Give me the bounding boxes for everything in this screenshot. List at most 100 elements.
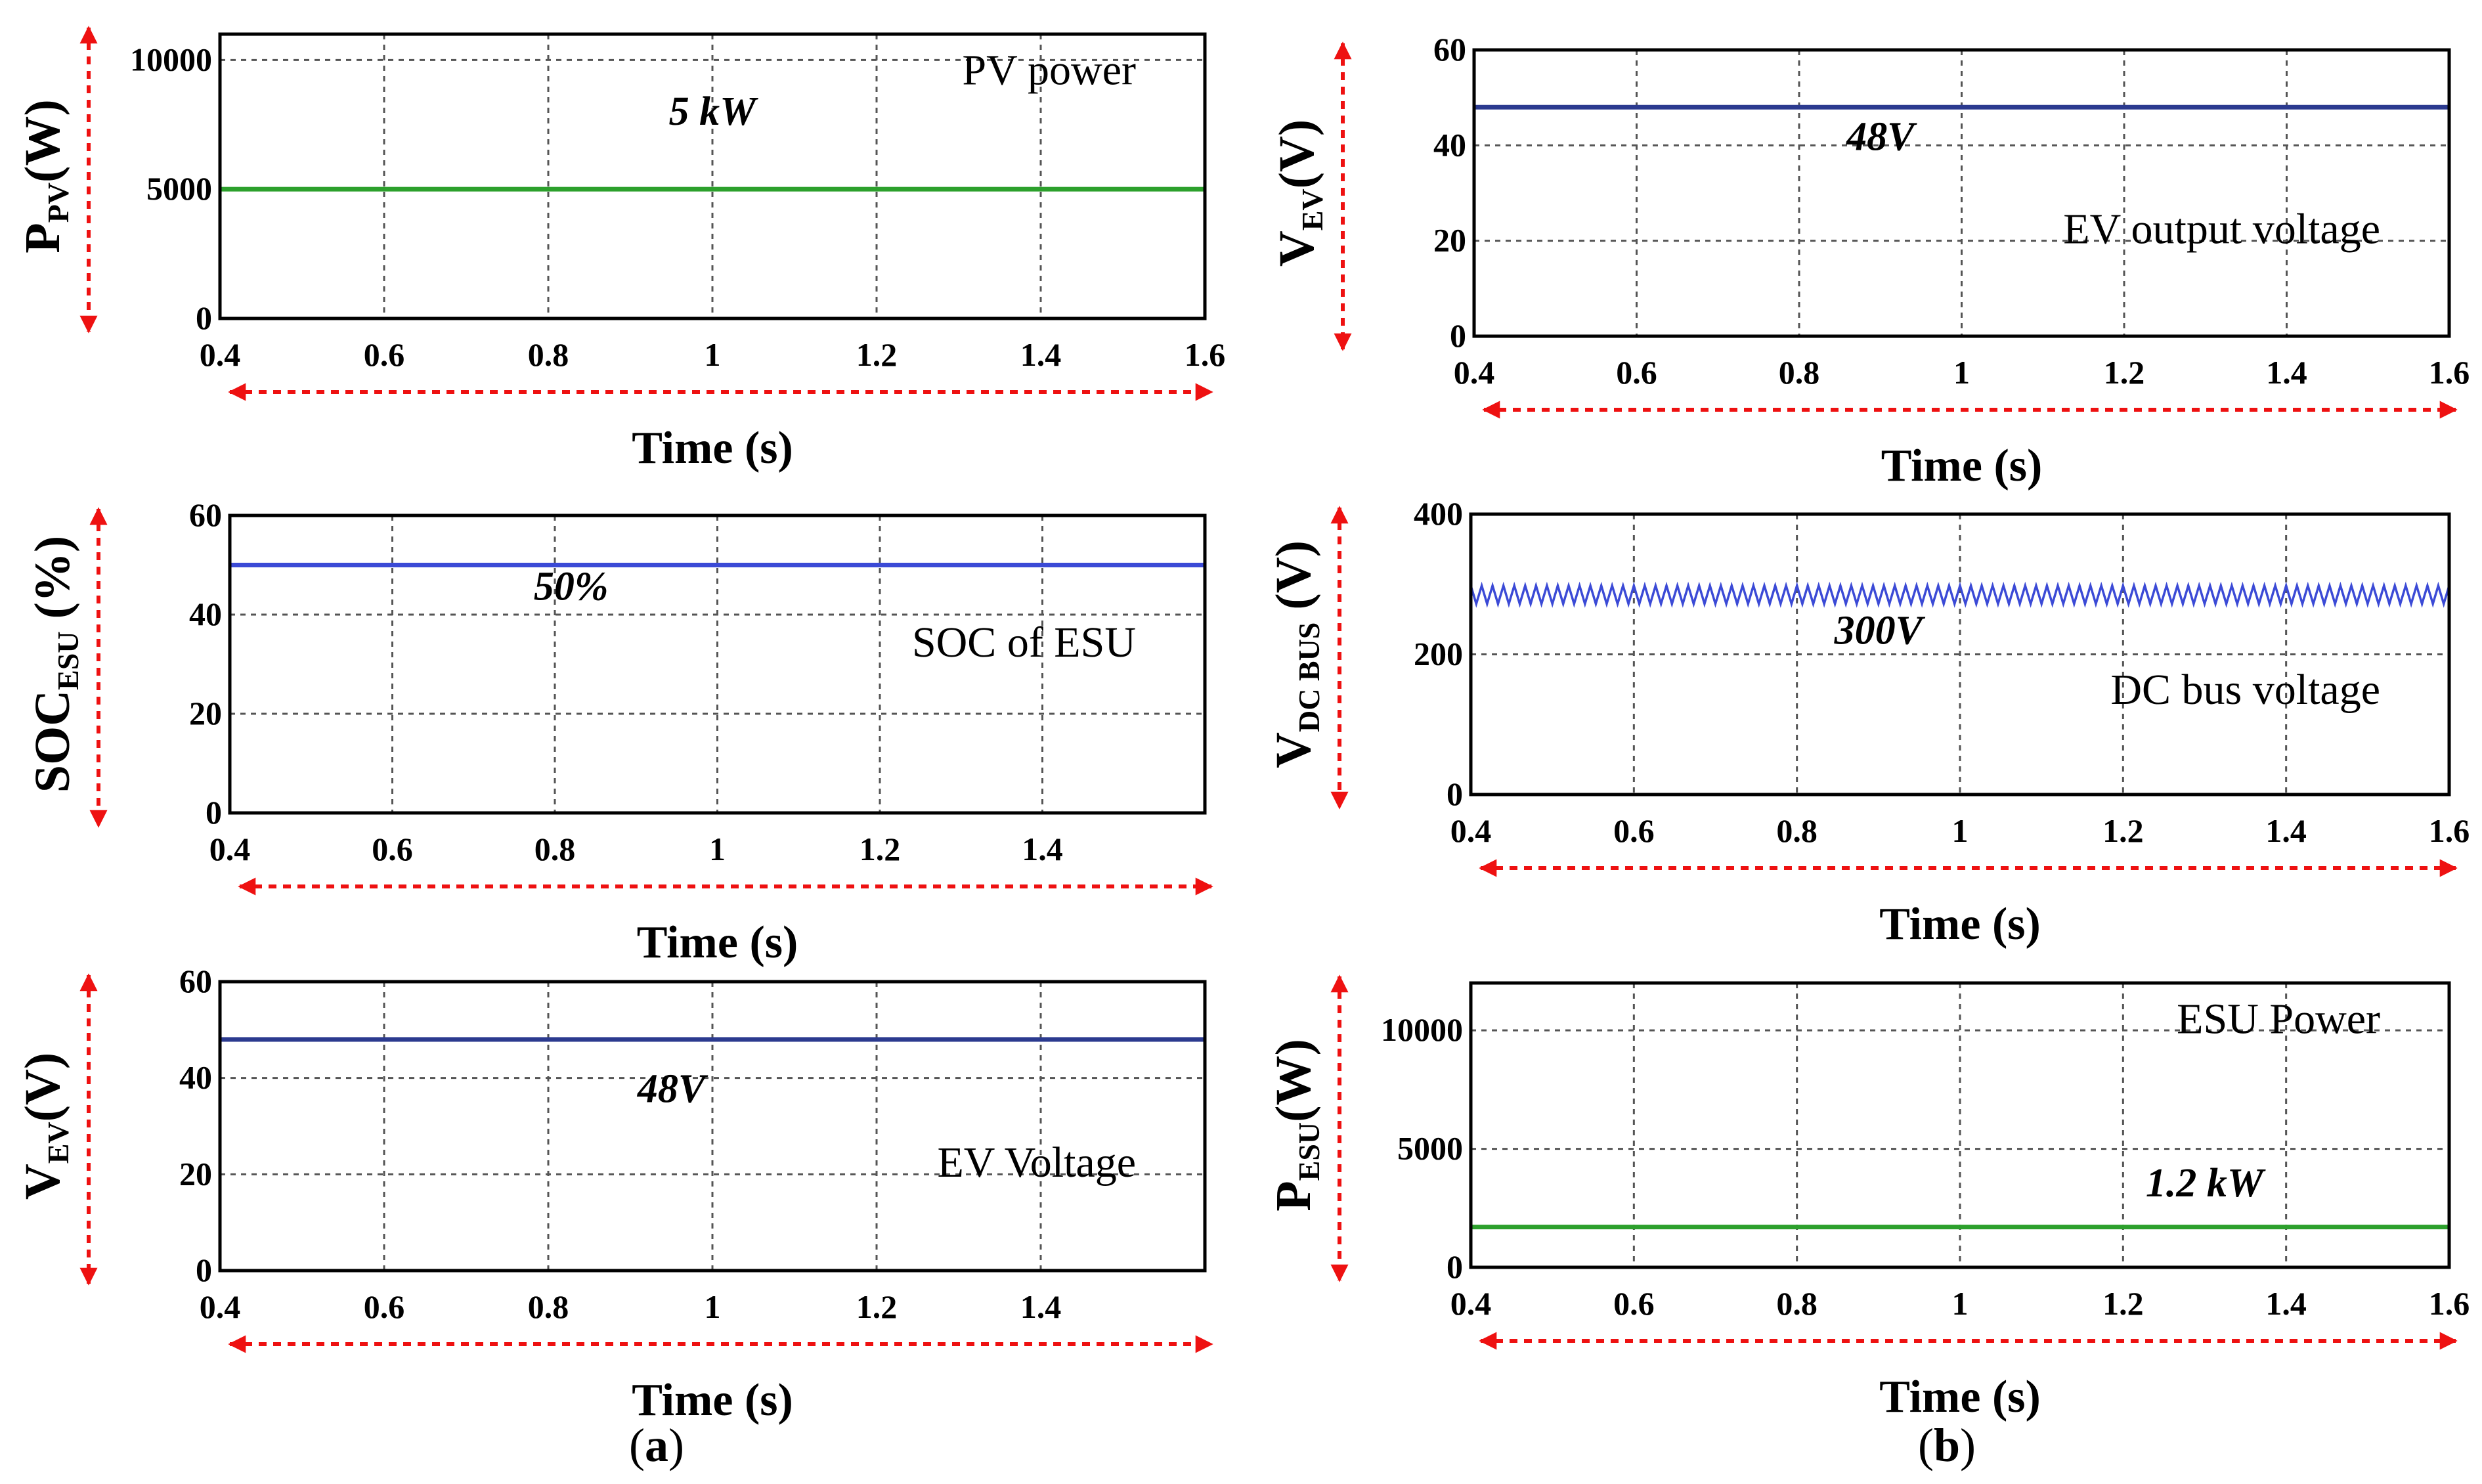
data-label: 48V	[637, 1066, 708, 1111]
x-axis-label: Time (s)	[1879, 1372, 2041, 1422]
plot-frame	[1469, 512, 2451, 797]
chart-5: 0.4 0.6 0.8 1 1.2 1.4 0 20 40 60 Time (s) VEV(V) 48V…	[15, 963, 1213, 1426]
data-label: 48V	[1846, 115, 1917, 160]
y-tick-label: 0	[1447, 775, 1463, 812]
y-tick-label: 0	[1450, 317, 1466, 354]
x-tick-label: 1.4	[1020, 336, 1062, 373]
y-tick-label: 10000	[130, 41, 212, 77]
y-axis-label: VDC BUS (V)	[1266, 540, 1326, 768]
chart-annotation: PV power	[962, 46, 1136, 94]
x-axis-label: Time (s)	[1879, 899, 2041, 949]
y-tick-label: 40	[189, 596, 222, 632]
x-tick-label: 0.8	[1776, 1285, 1818, 1322]
x-tick-label: 1.4	[1022, 831, 1063, 867]
chart-annotation: SOC of ESU	[912, 619, 1136, 666]
y-tick-label: 20	[1433, 222, 1466, 259]
x-tick-label: 0.8	[1779, 354, 1820, 391]
x-tick-label: 1.6	[1185, 336, 1226, 373]
x-tick-label: 0.6	[364, 336, 405, 373]
x-tick-label: 1.2	[856, 1288, 898, 1325]
x-tick-label: 1	[705, 336, 721, 373]
x-tick-label: 1.4	[2266, 354, 2307, 391]
x-tick-label: 0.4	[1450, 812, 1492, 849]
x-tick-label: 1.2	[2102, 1285, 2144, 1322]
y-tick-label: 0	[196, 1252, 212, 1288]
x-tick-label: 1.6	[2429, 1285, 2470, 1322]
chart-2: 0.4 0.6 0.8 1 1.2 1.4 1.6 0 20 40 60 Time (s) VEV(V)…	[1269, 31, 2470, 491]
x-tick-label: 1	[1952, 812, 1969, 849]
x-tick-label: 1.2	[2102, 812, 2144, 849]
x-tick-label: 1.2	[2104, 354, 2145, 391]
y-tick-label: 60	[189, 496, 222, 533]
x-tick-label: 1	[1952, 1285, 1969, 1322]
x-tick-label: 1.2	[856, 336, 898, 373]
x-tick-label: 1.2	[860, 831, 901, 867]
y-tick-label: 20	[179, 1155, 212, 1192]
y-tick-label: 5000	[1397, 1130, 1463, 1167]
x-tick-label: 0.8	[528, 336, 569, 373]
data-label: 1.2 kW	[2146, 1161, 2266, 1206]
series-line	[1470, 581, 2450, 608]
y-tick-label: 5000	[146, 170, 212, 207]
x-tick-label: 0.8	[528, 1288, 569, 1325]
x-axis-label: Time (s)	[1881, 441, 2043, 491]
x-tick-label: 0.8	[534, 831, 576, 867]
y-tick-label: 200	[1414, 636, 1463, 672]
plot-frame	[218, 32, 1207, 320]
chart-annotation: EV output voltage	[2063, 206, 2380, 253]
chart-6: 0.4 0.6 0.8 1 1.2 1.4 1.6 0 5000 10000 Time (s) PES…	[1266, 974, 2470, 1422]
x-tick-label: 1	[1953, 354, 1970, 391]
chart-annotation: ESU Power	[2177, 995, 2380, 1043]
y-axis-label: SOCESU (%)	[25, 536, 85, 793]
x-tick-label: 0.6	[1613, 812, 1655, 849]
x-tick-label: 0.6	[364, 1288, 405, 1325]
x-tick-label: 0.4	[209, 831, 251, 867]
plot-frame	[218, 980, 1207, 1273]
chart-annotation: DC bus voltage	[2110, 666, 2380, 714]
y-tick-label: 10000	[1381, 1011, 1463, 1048]
y-tick-label: 0	[1447, 1248, 1463, 1285]
panel-label-b: (b)	[1918, 1419, 1976, 1472]
x-tick-label: 0.6	[1613, 1285, 1655, 1322]
x-tick-label: 1.4	[1020, 1288, 1062, 1325]
x-tick-label: 1.6	[2429, 354, 2470, 391]
x-tick-label: 0.4	[1454, 354, 1495, 391]
plot-frame	[1472, 48, 2451, 338]
x-tick-label: 1	[709, 831, 726, 867]
y-tick-label: 0	[196, 299, 212, 336]
x-tick-label: 1.4	[2265, 812, 2307, 849]
x-axis-label: Time (s)	[632, 1375, 793, 1426]
y-tick-label: 20	[189, 695, 222, 731]
y-tick-label: 40	[179, 1059, 212, 1096]
x-tick-label: 1	[705, 1288, 721, 1325]
data-label: 300V	[1834, 608, 1926, 653]
y-axis-label: PESU(W)	[1266, 1039, 1326, 1211]
x-tick-label: 0.4	[1450, 1285, 1492, 1322]
x-tick-label: 0.6	[1616, 354, 1657, 391]
y-tick-label: 400	[1414, 495, 1463, 532]
x-tick-label: 1.6	[2429, 812, 2470, 849]
y-tick-label: 60	[179, 963, 212, 999]
y-tick-label: 40	[1433, 126, 1466, 163]
y-tick-label: 0	[206, 794, 222, 831]
x-tick-label: 0.6	[372, 831, 413, 867]
chart-annotation: EV Voltage	[937, 1139, 1136, 1187]
y-axis-label: PPV(W)	[15, 99, 75, 253]
x-tick-label: 1.4	[2265, 1285, 2307, 1322]
plot-frame	[228, 513, 1207, 815]
chart-4: 0.4 0.6 0.8 1 1.2 1.4 1.6 0 200 400 Time (s) VDC BU…	[1266, 495, 2470, 949]
x-tick-label: 0.8	[1776, 812, 1818, 849]
y-tick-label: 60	[1433, 31, 1466, 68]
data-label: 5 kW	[669, 89, 759, 134]
x-tick-label: 0.4	[200, 1288, 241, 1325]
plot-frame	[1469, 981, 2451, 1269]
x-tick-label: 0.4	[200, 336, 241, 373]
chart-1: 0.4 0.6 0.8 1 1.2 1.4 1.6 0 5000 10000 Time (s) PPV…	[15, 26, 1226, 473]
y-axis-label: VEV(V)	[1269, 120, 1329, 267]
y-axis-label: VEV(V)	[15, 1053, 75, 1200]
data-label: 50%	[534, 564, 609, 609]
x-axis-label: Time (s)	[637, 917, 798, 968]
panel-label-a: (a)	[629, 1419, 684, 1472]
